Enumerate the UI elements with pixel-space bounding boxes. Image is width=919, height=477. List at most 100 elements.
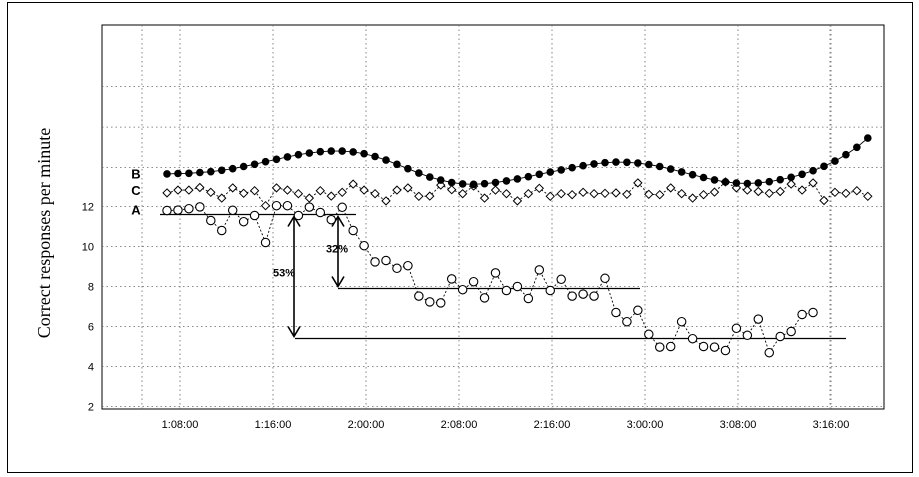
data-point: [534, 183, 545, 194]
data-point: [600, 273, 610, 284]
x-axis-ticks: 1:08:00 1:16:00 2:00:00 2:08:00 2:16:00 3:00:…: [162, 419, 850, 431]
data-point: [753, 186, 764, 197]
percent-change-label: 53%: [273, 268, 295, 280]
data-point: [349, 148, 357, 156]
data-point: [864, 134, 872, 142]
data-point: [808, 178, 818, 188]
data-point: [808, 307, 818, 318]
data-point: [227, 183, 238, 193]
data-point: [579, 161, 587, 170]
data-point: [787, 173, 795, 182]
data-point: [457, 188, 468, 199]
data-point: [217, 193, 227, 203]
data-point: [436, 176, 445, 184]
data-point: [545, 285, 555, 296]
data-point: [283, 153, 292, 161]
data-point: [260, 237, 271, 248]
data-point: [676, 188, 687, 199]
data-point: [271, 200, 282, 211]
data-point: [359, 185, 369, 195]
data-point: [677, 168, 686, 176]
data-point: [261, 157, 270, 166]
data-point: [359, 240, 369, 251]
data-point: [665, 183, 676, 193]
data-point: [786, 179, 796, 189]
data-point: [742, 185, 753, 195]
data-point: [195, 202, 205, 212]
data-point: [196, 168, 204, 177]
data-point: [601, 158, 609, 167]
data-point: [645, 160, 653, 169]
data-point: [534, 265, 545, 275]
data-point: [535, 170, 544, 179]
data-point: [633, 305, 643, 316]
data-point: [315, 185, 326, 196]
data-point: [523, 293, 534, 304]
data-point: [184, 203, 194, 214]
y-tick-label: 10: [82, 242, 94, 254]
data-point: [217, 166, 226, 175]
data-point: [414, 191, 424, 202]
data-point: [228, 164, 237, 173]
x-tick-label: 3:16:00: [813, 419, 850, 431]
data-point: [479, 193, 490, 203]
x-tick-label: 3:00:00: [627, 419, 664, 431]
data-point: [852, 185, 862, 196]
x-tick-label: 1:08:00: [162, 419, 199, 431]
series-name-label: C: [131, 183, 141, 198]
y-tick-label: 2: [88, 402, 94, 414]
data-point: [381, 255, 391, 266]
data-point: [622, 316, 632, 327]
percent-change-label: 32%: [326, 244, 348, 256]
data-point: [457, 284, 468, 295]
data-point: [655, 189, 665, 200]
data-point: [337, 202, 347, 213]
data-point: [765, 177, 774, 186]
data-point: [282, 200, 293, 211]
data-point: [568, 163, 576, 172]
data-point: [622, 189, 632, 200]
data-point: [392, 185, 402, 195]
arrow-head-down: [331, 276, 345, 289]
y-axis-label: Correct responses per minute: [34, 128, 54, 338]
data-point: [370, 188, 380, 199]
data-point: [338, 147, 347, 155]
data-point: [556, 274, 566, 285]
data-point: [195, 182, 205, 193]
data-point: [512, 196, 523, 206]
data-point: [490, 185, 501, 195]
data-point: [348, 225, 358, 236]
data-point: [238, 188, 249, 199]
data-point: [304, 202, 315, 212]
data-point: [162, 205, 172, 216]
data-point: [173, 205, 183, 215]
data-point: [753, 314, 764, 324]
data-point: [709, 187, 720, 197]
data-point: [623, 158, 631, 167]
data-point: [282, 185, 293, 195]
data-point: [415, 169, 423, 177]
data-point: [786, 326, 796, 337]
data-point: [360, 149, 368, 158]
x-tick-label: 2:00:00: [348, 419, 385, 431]
data-point: [425, 297, 435, 307]
data-point: [326, 214, 336, 225]
data-point: [316, 147, 325, 156]
data-point: [644, 189, 654, 200]
data-point: [687, 193, 698, 203]
data-point: [250, 160, 259, 169]
data-point: [371, 152, 379, 161]
data-point: [348, 179, 358, 189]
data-point: [600, 188, 610, 199]
data-point: [578, 289, 588, 299]
data-point: [655, 162, 664, 171]
data-point: [207, 167, 215, 176]
data-point: [775, 186, 785, 197]
data-point: [797, 309, 807, 320]
data-point: [732, 179, 741, 187]
data-point: [699, 173, 708, 182]
arrow-head-down: [287, 326, 301, 339]
data-point: [634, 159, 642, 167]
data-point: [842, 150, 850, 159]
data-point: [654, 342, 665, 352]
